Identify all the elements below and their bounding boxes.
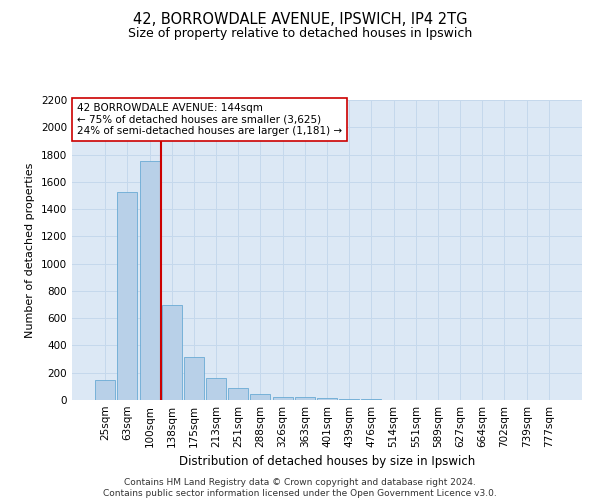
Bar [250, 394, 271, 400]
Bar [206, 378, 226, 400]
Text: 42, BORROWDALE AVENUE, IPSWICH, IP4 2TG: 42, BORROWDALE AVENUE, IPSWICH, IP4 2TG [133, 12, 467, 28]
Bar [118, 192, 137, 400]
Bar [95, 380, 115, 400]
Bar [184, 357, 204, 400]
Bar [228, 388, 248, 400]
Text: 42 BORROWDALE AVENUE: 144sqm
← 75% of detached houses are smaller (3,625)
24% of: 42 BORROWDALE AVENUE: 144sqm ← 75% of de… [77, 103, 342, 136]
Y-axis label: Number of detached properties: Number of detached properties [25, 162, 35, 338]
Bar [140, 162, 160, 400]
X-axis label: Distribution of detached houses by size in Ipswich: Distribution of detached houses by size … [179, 456, 475, 468]
Text: Size of property relative to detached houses in Ipswich: Size of property relative to detached ho… [128, 28, 472, 40]
Text: Contains HM Land Registry data © Crown copyright and database right 2024.
Contai: Contains HM Land Registry data © Crown c… [103, 478, 497, 498]
Bar [317, 398, 337, 400]
Bar [162, 304, 182, 400]
Bar [272, 396, 293, 400]
Bar [339, 398, 359, 400]
Bar [295, 398, 315, 400]
